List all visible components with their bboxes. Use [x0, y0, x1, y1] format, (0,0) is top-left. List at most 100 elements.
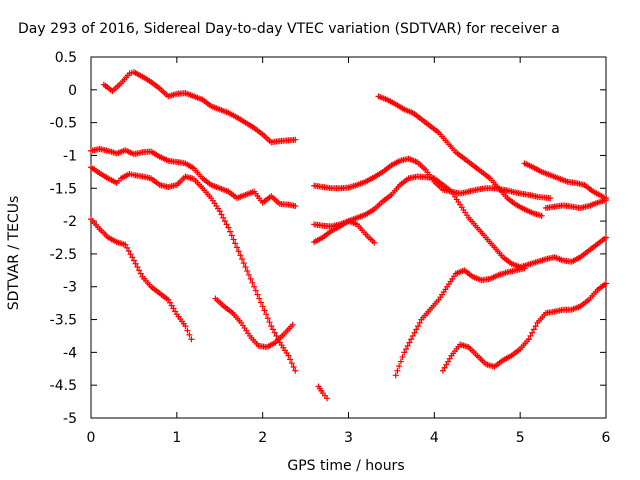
data-point: [268, 323, 275, 330]
y-tick-label: 0.5: [55, 50, 77, 66]
series-1: [100, 69, 299, 146]
series-2: [88, 145, 299, 209]
data-point: [292, 136, 299, 143]
data-point: [227, 228, 234, 235]
data-point: [122, 241, 129, 248]
x-tick-label: 0: [87, 430, 96, 446]
data-point: [441, 364, 448, 371]
y-tick-label: -3: [63, 280, 77, 296]
x-tick-label: 6: [602, 430, 611, 446]
data-point: [525, 336, 532, 343]
data-point: [237, 252, 244, 259]
data-point: [266, 319, 273, 326]
data-point: [129, 254, 136, 261]
x-tick-label: 3: [344, 430, 353, 446]
series-11: [521, 160, 609, 202]
series-10: [375, 93, 545, 219]
data-point: [269, 326, 276, 333]
data-point: [289, 321, 296, 328]
y-tick-label: -1.5: [50, 181, 77, 197]
data-point: [415, 323, 422, 330]
data-point: [413, 326, 420, 333]
data-series: [88, 69, 609, 402]
data-point: [261, 307, 268, 314]
x-tick-label: 4: [430, 430, 439, 446]
data-point: [256, 295, 263, 302]
data-point: [538, 212, 545, 219]
chart-title: Day 293 of 2016, Sidereal Day-to-day VTE…: [18, 21, 560, 37]
x-axis-label: GPS time / hours: [287, 458, 404, 474]
data-point: [403, 346, 410, 353]
data-point: [416, 319, 423, 326]
x-tick-label: 5: [516, 430, 525, 446]
data-point: [446, 355, 453, 362]
data-point: [233, 244, 240, 251]
data-point: [521, 265, 528, 272]
data-point: [134, 264, 141, 271]
data-point: [408, 336, 415, 343]
y-tick-label: -2.5: [50, 247, 77, 263]
y-tick-label: -2: [63, 214, 77, 230]
data-point: [273, 332, 280, 339]
data-point: [127, 251, 134, 258]
data-point: [292, 367, 299, 374]
data-point: [285, 352, 292, 359]
series-9: [315, 383, 331, 402]
y-tick-label: 0: [68, 83, 77, 99]
x-tick-label: 2: [258, 430, 267, 446]
data-point: [251, 283, 258, 290]
data-point: [603, 234, 609, 241]
y-tick-label: -3.5: [50, 313, 77, 329]
data-point: [527, 332, 534, 339]
plot-border: [90, 56, 607, 419]
data-point: [392, 372, 399, 379]
data-point: [371, 239, 378, 246]
y-tick-label: -4: [63, 345, 77, 361]
data-point: [401, 349, 408, 356]
y-tick-label: -1: [63, 148, 77, 164]
y-tick-label: -0.5: [50, 116, 77, 132]
data-point: [290, 363, 297, 370]
data-point: [292, 202, 299, 209]
data-point: [239, 256, 246, 263]
data-point: [242, 264, 249, 271]
data-point: [532, 323, 539, 330]
data-point: [221, 218, 228, 225]
data-point: [188, 336, 195, 343]
data-point: [220, 214, 227, 221]
data-point: [394, 367, 401, 374]
data-point: [247, 275, 254, 282]
y-axis: 0.5 0 -0.5 -1 -1.5 -2 -2.5 -3 -3.5 -4 -4.5 -5: [50, 50, 606, 427]
series-14: [439, 280, 609, 374]
data-point: [529, 329, 536, 336]
data-point: [232, 240, 239, 247]
series-5: [212, 295, 296, 351]
y-tick-label: -5: [63, 411, 77, 427]
data-point: [218, 211, 225, 218]
data-point: [406, 339, 413, 346]
y-tick-label: -4.5: [50, 378, 77, 394]
data-point: [230, 236, 237, 243]
data-point: [124, 244, 131, 251]
series-13: [392, 265, 528, 379]
data-point: [244, 267, 251, 274]
data-point: [228, 232, 235, 239]
x-tick-label: 1: [172, 430, 181, 446]
data-point: [216, 208, 223, 215]
data-point: [245, 271, 252, 278]
data-point: [259, 303, 266, 310]
data-point: [547, 195, 554, 202]
data-point: [125, 248, 132, 255]
data-point: [445, 358, 452, 365]
data-point: [263, 311, 270, 318]
data-point: [409, 332, 416, 339]
data-point: [257, 299, 264, 306]
data-point: [223, 221, 230, 228]
data-point: [439, 367, 446, 374]
data-point: [184, 327, 191, 334]
data-point: [603, 280, 609, 287]
data-point: [603, 197, 609, 204]
data-point: [399, 353, 406, 360]
data-point: [252, 287, 259, 294]
